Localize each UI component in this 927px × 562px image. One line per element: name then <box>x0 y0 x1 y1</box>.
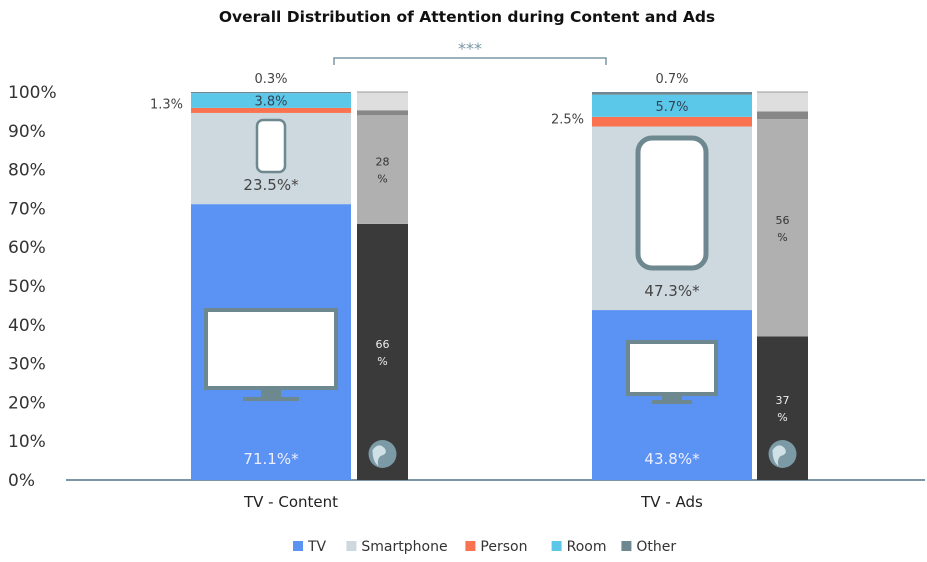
bar-person <box>191 107 351 113</box>
side-bar-label: 66 <box>376 338 390 351</box>
legend-swatch-other <box>621 541 632 551</box>
legend-label-person: Person <box>480 539 527 555</box>
globe-icon-land <box>372 445 386 466</box>
side-bar-label: % <box>377 173 387 186</box>
y-tick-label: 30% <box>8 355 46 375</box>
tv-icon <box>204 308 338 390</box>
side-bar-label: % <box>777 231 787 244</box>
smartphone-value-label: 23.5%* <box>243 176 299 194</box>
other-value-label: 0.7% <box>655 72 688 87</box>
bar-other <box>191 92 351 94</box>
y-tick-label: 70% <box>8 199 46 219</box>
legend-label-room: Room <box>567 539 607 555</box>
room-value-label: 5.7% <box>655 100 688 115</box>
legend-swatch-person <box>465 541 476 551</box>
y-tick-label: 100% <box>8 83 57 103</box>
bar-person <box>592 116 752 127</box>
person-value-label: 2.5% <box>551 113 584 128</box>
side-bar-segment <box>357 223 408 481</box>
y-tick-label: 80% <box>8 161 46 181</box>
side-bar-segment <box>757 92 808 112</box>
tv-icon-stand <box>261 388 281 398</box>
bar-room <box>592 94 752 117</box>
smartphone-icon <box>255 118 287 174</box>
legend-swatch-smartphone <box>346 541 357 551</box>
chart-title: Overall Distribution of Attention during… <box>219 8 715 26</box>
legend-label-smartphone: Smartphone <box>361 539 447 555</box>
tv-icon-base <box>652 400 692 404</box>
y-tick-label: 0% <box>8 471 35 491</box>
side-bar-segment <box>357 110 408 116</box>
category-label: TV - Content <box>243 493 338 511</box>
category-label: TV - Ads <box>640 493 703 511</box>
side-bar-label: % <box>377 355 387 368</box>
side-bar-label: 28 <box>376 156 390 169</box>
y-tick-label: 20% <box>8 393 46 413</box>
bar-room <box>191 93 351 108</box>
person-value-label: 1.3% <box>150 97 183 112</box>
tv-value-label: 43.8%* <box>644 450 700 468</box>
side-bar-segment <box>357 115 408 224</box>
room-value-label: 3.8% <box>254 95 287 110</box>
side-bar-label: 37 <box>776 394 790 407</box>
bar-other <box>592 92 752 95</box>
legend-label-other: Other <box>636 539 676 555</box>
tv-icon <box>626 340 718 396</box>
smartphone-value-label: 47.3%* <box>644 282 700 300</box>
other-value-label: 0.3% <box>254 72 287 87</box>
side-bar-segment <box>757 111 808 120</box>
globe-icon-land <box>772 445 786 466</box>
significance-bracket <box>333 57 607 65</box>
y-tick-label: 60% <box>8 238 46 258</box>
legend-label-tv: TV <box>307 539 327 555</box>
y-tick-label: 10% <box>8 432 46 452</box>
side-bar-label: 56 <box>776 214 790 227</box>
tv-icon-base <box>243 397 299 401</box>
y-tick-label: 50% <box>8 277 46 297</box>
significance-label: *** <box>458 39 482 58</box>
smartphone-icon <box>635 135 709 271</box>
y-tick-label: 90% <box>8 122 46 142</box>
side-bar-segment <box>757 119 808 337</box>
side-bar-label: % <box>777 411 787 424</box>
legend-swatch-tv <box>293 541 303 551</box>
side-bar-segment <box>357 92 408 111</box>
y-tick-label: 40% <box>8 316 46 336</box>
tv-value-label: 71.1%* <box>243 450 299 468</box>
tv-icon-stand <box>662 394 682 401</box>
legend-swatch-room <box>551 541 562 551</box>
